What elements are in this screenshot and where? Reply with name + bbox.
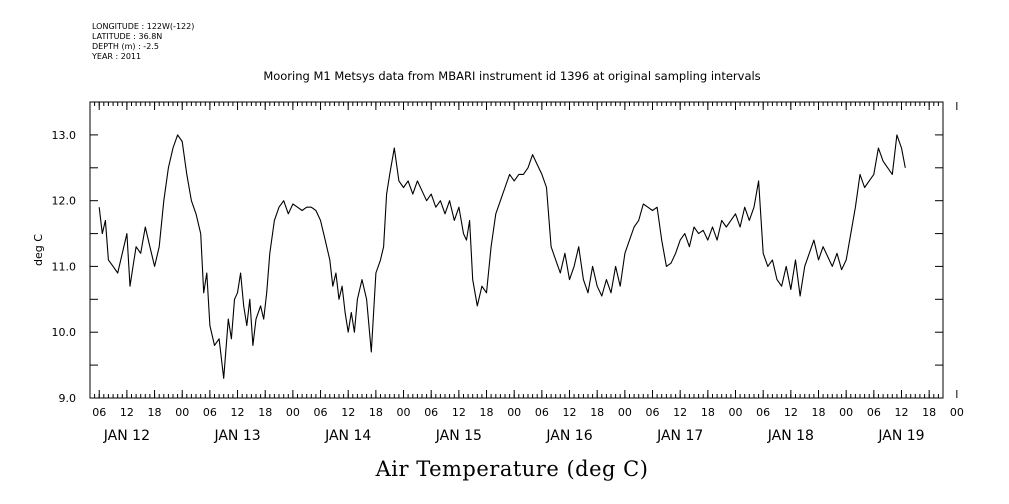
x-tick-label: 00 (507, 406, 521, 419)
series-line (98, 134, 906, 379)
longitude-text: LONGITUDE : 122W(-122) (92, 22, 195, 31)
x-tick-label: 00 (839, 406, 853, 419)
x-tick-label: 18 (369, 406, 383, 419)
day-label: JAN 19 (877, 428, 924, 444)
x-tick-label: 12 (784, 406, 798, 419)
x-tick-label: 06 (92, 406, 106, 419)
year-text: YEAR : 2011 (92, 52, 142, 61)
x-axis-label: Air Temperature (deg C) (375, 457, 649, 481)
x-tick-label: 00 (729, 406, 743, 419)
y-axis-label: deg C (32, 234, 45, 266)
x-tick-label: 18 (258, 406, 272, 419)
day-label: JAN 15 (435, 428, 482, 444)
x-tick-label: 12 (120, 406, 134, 419)
plot-frame (89, 101, 944, 399)
x-tick-label: 06 (535, 406, 549, 419)
x-tick-label: 12 (341, 406, 355, 419)
y-tick-label: 11.0 (52, 260, 77, 273)
x-tick-label: 12 (673, 406, 687, 419)
x-tick-labels: 06 12 18 00 06 12 18 00 06 12 18 00 06 12 18 00 06 12 18 00… (92, 406, 964, 419)
y-tick-label: 9.0 (59, 392, 77, 405)
x-tick-label: 18 (701, 406, 715, 419)
x-tick-label: 06 (424, 406, 438, 419)
latitude-text: LATITUDE : 36.8N (92, 32, 163, 41)
x-tick-label: 00 (618, 406, 632, 419)
x-tick-label: 12 (231, 406, 245, 419)
day-label: JAN 14 (324, 428, 371, 444)
day-label: JAN 18 (767, 428, 814, 444)
x-tick-label: 18 (148, 406, 162, 419)
depth-text: DEPTH (m) : -2.5 (92, 42, 159, 51)
day-label: JAN 12 (103, 428, 150, 444)
day-label: JAN 13 (213, 428, 260, 444)
x-tick-label: 06 (756, 406, 770, 419)
y-tick-label: 12.0 (52, 195, 77, 208)
x-tick-label: 00 (175, 406, 189, 419)
x-tick-label: 00 (397, 406, 411, 419)
x-tick-label: 18 (480, 406, 494, 419)
metadata-block: LONGITUDE : 122W(-122) LATITUDE : 36.8N … (92, 22, 194, 62)
day-label: JAN 17 (656, 428, 703, 444)
x-tick-label: 00 (950, 406, 964, 419)
day-labels: JAN 12 JAN 13 JAN 14 JAN 15 JAN 16 JAN 17 JAN … (103, 428, 925, 444)
x-tick-label: 12 (452, 406, 466, 419)
y-tick-label: 10.0 (52, 326, 77, 339)
x-tick-label: 06 (203, 406, 217, 419)
x-tick-label: 06 (867, 406, 881, 419)
x-tick-label: 18 (812, 406, 826, 419)
x-tick-label: 12 (895, 406, 909, 419)
x-tick-label: 18 (922, 406, 936, 419)
day-label: JAN 16 (545, 428, 592, 444)
y-tick-labels: 9.0 10.0 11.0 12.0 13.0 (52, 129, 77, 405)
x-tick-label: 12 (563, 406, 577, 419)
x-tick-label: 06 (646, 406, 660, 419)
chart-title: Mooring M1 Metsys data from MBARI instru… (263, 69, 760, 83)
x-tick-label: 06 (314, 406, 328, 419)
x-tick-label: 00 (286, 406, 300, 419)
y-tick-label: 13.0 (52, 129, 77, 142)
axis-ticks (89, 101, 958, 399)
x-tick-label: 18 (590, 406, 604, 419)
